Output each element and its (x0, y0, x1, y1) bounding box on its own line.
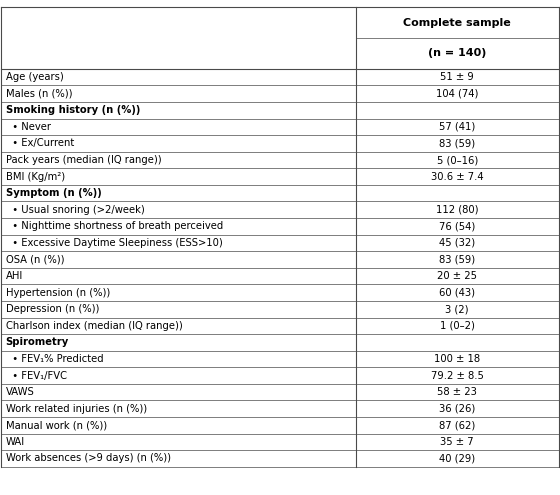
Text: Complete sample: Complete sample (403, 18, 511, 28)
Text: 58 ± 23: 58 ± 23 (437, 387, 477, 397)
Text: • FEV₁/FVC: • FEV₁/FVC (6, 371, 67, 381)
Text: 30.6 ± 7.4: 30.6 ± 7.4 (431, 172, 483, 182)
Text: 3 (2): 3 (2) (446, 304, 469, 314)
Text: 100 ± 18: 100 ± 18 (434, 354, 480, 364)
Text: 104 (74): 104 (74) (436, 89, 478, 99)
Text: 51 ± 9: 51 ± 9 (440, 72, 474, 82)
Text: Depression (n (%)): Depression (n (%)) (6, 304, 99, 314)
Text: Hypertension (n (%)): Hypertension (n (%)) (6, 288, 110, 297)
Text: WAI: WAI (6, 437, 25, 447)
Text: 20 ± 25: 20 ± 25 (437, 271, 477, 281)
Text: Work absences (>9 days) (n (%)): Work absences (>9 days) (n (%)) (6, 453, 171, 463)
Text: AHI: AHI (6, 271, 23, 281)
Text: 40 (29): 40 (29) (439, 453, 475, 463)
Text: 5 (0–16): 5 (0–16) (437, 155, 478, 165)
Text: 76 (54): 76 (54) (439, 221, 475, 231)
Text: 87 (62): 87 (62) (439, 420, 475, 430)
Text: OSA (n (%)): OSA (n (%)) (6, 254, 64, 264)
Text: Smoking history (n (%)): Smoking history (n (%)) (6, 105, 140, 115)
Text: 57 (41): 57 (41) (439, 122, 475, 132)
Text: VAWS: VAWS (6, 387, 34, 397)
Text: • Excessive Daytime Sleepiness (ESS>10): • Excessive Daytime Sleepiness (ESS>10) (6, 238, 222, 248)
Text: Manual work (n (%)): Manual work (n (%)) (6, 420, 107, 430)
Text: BMI (Kg/m²): BMI (Kg/m²) (6, 172, 65, 182)
Text: • Usual snoring (>2/week): • Usual snoring (>2/week) (6, 205, 144, 215)
Text: (n = 140): (n = 140) (428, 49, 487, 58)
Text: 36 (26): 36 (26) (439, 404, 475, 414)
Text: 35 ± 7: 35 ± 7 (440, 437, 474, 447)
Text: Work related injuries (n (%)): Work related injuries (n (%)) (6, 404, 147, 414)
Text: • Never: • Never (6, 122, 50, 132)
Text: 79.2 ± 8.5: 79.2 ± 8.5 (431, 371, 484, 381)
Text: Spirometry: Spirometry (6, 338, 69, 347)
Text: Pack years (median (IQ range)): Pack years (median (IQ range)) (6, 155, 161, 165)
Text: Males (n (%)): Males (n (%)) (6, 89, 72, 99)
Text: 112 (80): 112 (80) (436, 205, 478, 215)
Text: 83 (59): 83 (59) (439, 139, 475, 148)
Text: • Ex/Current: • Ex/Current (6, 139, 74, 148)
Text: Age (years): Age (years) (6, 72, 63, 82)
Text: • FEV₁% Predicted: • FEV₁% Predicted (6, 354, 103, 364)
Text: Symptom (n (%)): Symptom (n (%)) (6, 188, 101, 198)
Text: 45 (32): 45 (32) (439, 238, 475, 248)
Text: Charlson index (median (IQ range)): Charlson index (median (IQ range)) (6, 321, 183, 331)
Text: 83 (59): 83 (59) (439, 254, 475, 264)
Text: 60 (43): 60 (43) (439, 288, 475, 297)
Text: • Nighttime shortness of breath perceived: • Nighttime shortness of breath perceive… (6, 221, 223, 231)
Text: 1 (0–2): 1 (0–2) (440, 321, 475, 331)
